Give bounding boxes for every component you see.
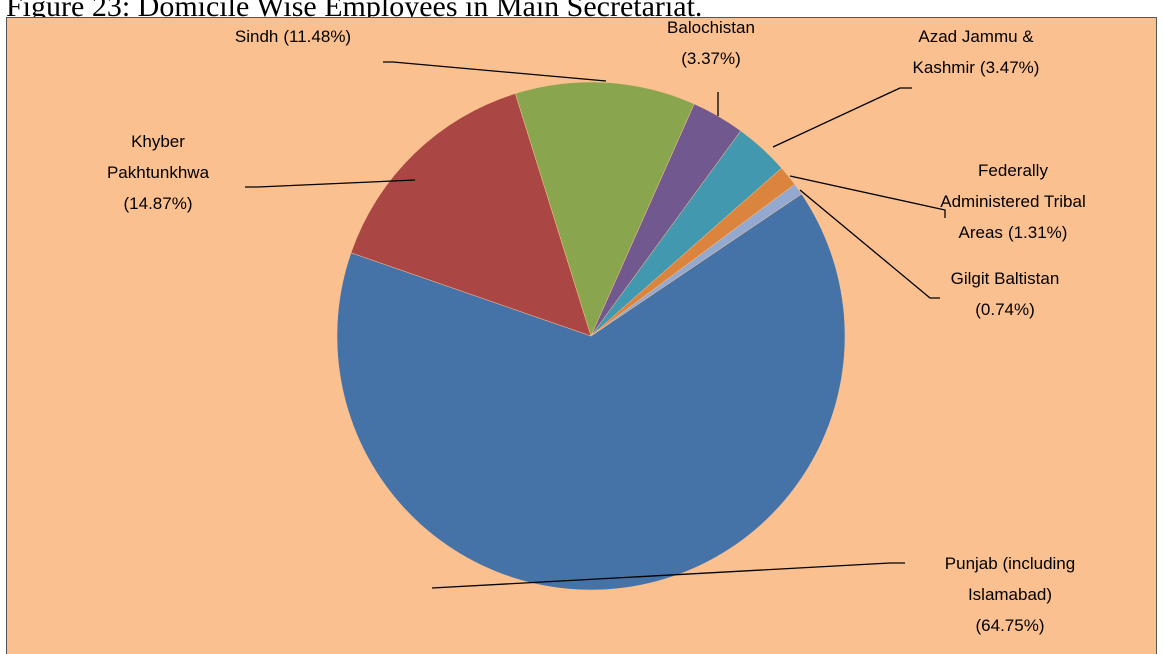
category-label: Sindh	[234, 27, 279, 46]
category-label: Punjab (including Islamabad)	[944, 554, 1076, 604]
leader-line	[799, 189, 940, 299]
leader-line	[772, 87, 912, 148]
labels: Punjab (including Islamabad) (64.75%) Khyb…	[7, 18, 1157, 654]
value-label: (3.47%)	[979, 58, 1040, 77]
category-label: Gilgit Baltistan	[950, 269, 1060, 288]
slice-label: Balochistan (3.37%)	[651, 18, 771, 74]
leader-line	[245, 179, 416, 188]
category-label: Khyber Pakhtunkhwa	[106, 132, 210, 182]
value-label: (11.48%)	[283, 27, 352, 46]
slice-label: Federally Administered Tribal Areas (1.31…	[933, 155, 1093, 248]
value-label: (0.74%)	[975, 300, 1035, 319]
pie-slice	[514, 81, 695, 337]
leader-line	[383, 61, 607, 82]
pie-slice	[336, 193, 846, 591]
value-label: (14.87%)	[123, 194, 193, 213]
pie-slice	[350, 93, 592, 337]
slice-label: Gilgit Baltistan (0.74%)	[940, 263, 1070, 325]
slice-label: Azad Jammu & Kashmir (3.47%)	[906, 21, 1046, 83]
value-label: (3.37%)	[681, 49, 741, 68]
category-label: Azad Jammu & Kashmir	[912, 27, 1034, 77]
slice-label: Khyber Pakhtunkhwa (14.87%)	[98, 126, 218, 219]
value-label: (64.75%)	[975, 616, 1045, 635]
value-label: (1.31%)	[1007, 223, 1068, 242]
leader-line	[789, 175, 946, 218]
pie-slice	[590, 183, 802, 337]
slice-label: Sindh (11.48%)	[198, 21, 388, 52]
leader-line	[431, 562, 905, 589]
category-label: Federally Administered Tribal Areas	[940, 161, 1086, 242]
slice-label: Punjab (including Islamabad) (64.75%)	[910, 548, 1110, 641]
category-label: Balochistan	[667, 18, 755, 37]
